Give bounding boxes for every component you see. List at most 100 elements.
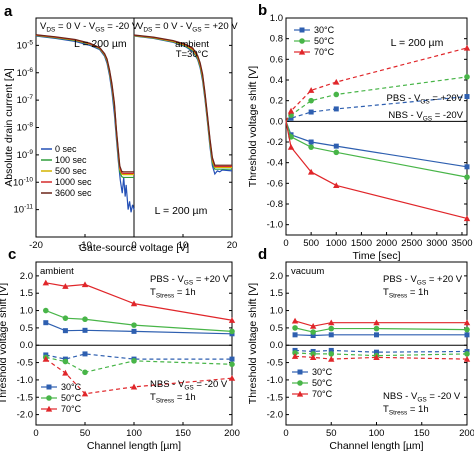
legend-label-b: 70°C: [314, 47, 335, 57]
point-c-pbs: [81, 281, 89, 288]
ytick-label-b: 0.0: [270, 116, 283, 127]
ytick-label-c: 0.5: [20, 323, 33, 334]
xtick-label-d: 200: [459, 428, 474, 439]
xtick-label-c: 200: [224, 428, 240, 439]
xtick-label-d: 50: [326, 428, 337, 439]
xtick-label-b: 0: [283, 238, 288, 249]
legend-label-a: 100 sec: [55, 155, 87, 165]
point-d-nbs: [328, 347, 334, 353]
ytick-label-b: 0.6: [270, 54, 283, 65]
xtick-label-d: 100: [369, 428, 385, 439]
point-c-pbs: [62, 328, 68, 334]
xtick-label-b: 1500: [351, 238, 372, 249]
point-b-pbs: [464, 94, 470, 100]
nbs-time-c: TStress = 1h: [150, 392, 196, 405]
point-b-pbs: [308, 109, 314, 115]
ylabel-c: Threshold voltage shift [V]: [0, 283, 9, 404]
point-b-pbs: [307, 87, 315, 93]
point-c-pbs: [42, 279, 49, 286]
point-d-pbs: [463, 319, 471, 326]
panel-b-axes: [285, 17, 468, 236]
pbs-label-b: PBS - VGS = +20V: [387, 93, 464, 106]
series-d-pbs-2: [294, 320, 467, 327]
ytick-label-c: -1.5: [17, 392, 33, 403]
xtick-label-b: 2500: [401, 238, 422, 249]
xtick-label-b: 3500: [451, 238, 472, 249]
xtick-label-a: -10: [78, 240, 92, 251]
point-c-pbs: [43, 307, 49, 314]
series-d-nbs-1: [295, 352, 468, 357]
xtick-label-b: 500: [303, 238, 319, 249]
point-d-pbs: [292, 325, 298, 331]
ytick-label-a: 10-6: [17, 67, 34, 79]
pbs-label-c: PBS - VGS = +20 V: [150, 274, 230, 287]
env-ambient: ambient: [175, 39, 209, 50]
xtick-label-a: 0: [131, 240, 136, 251]
series-d-nbs-2: [295, 355, 468, 360]
point-d-pbs: [373, 319, 380, 326]
point-c-nbs: [228, 374, 236, 381]
legend-marker-c: [46, 395, 52, 401]
xtick-label-a: 10: [178, 240, 189, 251]
series-b-nbs-1: [285, 121, 468, 178]
series-a-left-3: [35, 34, 134, 175]
ytick-label-b: 0.2: [270, 96, 283, 107]
point-d-nbs: [374, 349, 379, 355]
point-b-nbs: [308, 144, 314, 150]
ytick-label-d: -0.5: [267, 358, 283, 369]
series-d-pbs-0: [295, 334, 467, 337]
ytick-label-c: -0.5: [17, 358, 33, 369]
legend-label-c: 70°C: [61, 404, 82, 414]
point-d-nbs: [309, 354, 317, 360]
series-b-pbs-2: [285, 47, 468, 122]
series-c-pbs-0: [45, 322, 233, 335]
point-b-pbs: [288, 115, 294, 121]
point-c-nbs: [229, 356, 235, 362]
point-c-nbs: [62, 358, 69, 365]
ylabel-a: Absolute drain current [A]: [3, 68, 15, 187]
env-c: ambient: [40, 266, 74, 277]
series-a-left-4: [35, 34, 134, 173]
point-b-nbs: [333, 182, 340, 188]
point-c-pbs: [229, 328, 235, 335]
point-d-pbs: [464, 332, 470, 338]
legend-marker-d: [297, 380, 303, 386]
point-b-nbs: [463, 215, 471, 222]
point-d-pbs: [464, 326, 470, 333]
condition-left: VDS = 0 V - VGS = -20 V: [40, 21, 139, 34]
series-a-left-2: [35, 34, 134, 176]
point-b-pbs: [333, 91, 340, 98]
xtick-label-c: 50: [80, 428, 91, 439]
xtick-label-b: 3000: [426, 238, 447, 249]
legend-label-b: 50°C: [314, 36, 335, 46]
legend-marker-b: [299, 38, 305, 44]
ytick-label-d: 1.5: [270, 288, 283, 299]
point-b-pbs: [333, 106, 339, 112]
panel-label-d: d: [258, 246, 267, 263]
legend-label-c: 50°C: [61, 393, 82, 403]
ytick-label-b: 1.0: [270, 13, 283, 24]
point-d-nbs: [463, 355, 471, 362]
point-b-pbs: [308, 97, 314, 104]
xtick-label-b: 2000: [376, 238, 397, 249]
series-b-nbs-2: [285, 121, 468, 220]
point-c-pbs: [82, 316, 88, 323]
ytick-label-d: -1.0: [267, 375, 283, 386]
point-c-pbs: [62, 283, 69, 289]
legend-marker-c: [45, 405, 53, 412]
legend-marker-d: [297, 369, 303, 375]
legend-label-a: 3600 sec: [55, 188, 92, 198]
legend-marker-b: [298, 48, 306, 55]
point-b-nbs: [307, 168, 315, 175]
series-d-pbs-1: [294, 327, 468, 333]
point-c-pbs: [62, 315, 69, 321]
ytick-label-c: 2.0: [20, 271, 33, 282]
legend-label-d: 50°C: [312, 378, 333, 388]
legend-label-a: 0 sec: [55, 144, 77, 154]
ytick-label-d: -1.5: [267, 392, 283, 403]
ytick-label-a: 10-9: [17, 149, 34, 161]
legend-marker-c: [46, 384, 52, 390]
point-b-nbs: [464, 174, 470, 180]
xtick-label-d: 150: [414, 428, 430, 439]
